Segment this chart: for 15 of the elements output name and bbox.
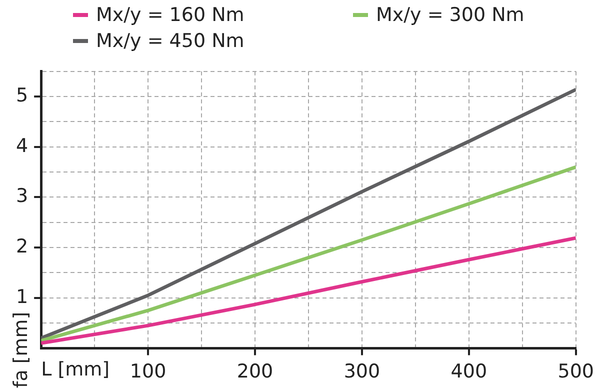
y-tick-label: 1 — [16, 286, 28, 308]
x-tick-label: 400 — [450, 360, 488, 383]
x-tick-label: 200 — [236, 360, 274, 383]
y-tick-label: 2 — [16, 235, 28, 258]
x-tick-label: 500 — [558, 360, 594, 383]
x-axis-title: L [mm] — [41, 358, 110, 381]
x-tick-label: 100 — [130, 360, 166, 383]
legend-label: Mx/y = 450 Nm — [96, 30, 244, 52]
y-axis-title: fa [mm] — [10, 312, 32, 388]
legend-label: Mx/y = 160 Nm — [96, 4, 244, 26]
legend-label: Mx/y = 300 Nm — [376, 4, 524, 26]
x-tick-label: 300 — [344, 360, 380, 383]
y-tick-label: 5 — [16, 84, 28, 106]
y-tick-label: 4 — [16, 134, 28, 157]
y-tick-label: 3 — [16, 185, 28, 208]
